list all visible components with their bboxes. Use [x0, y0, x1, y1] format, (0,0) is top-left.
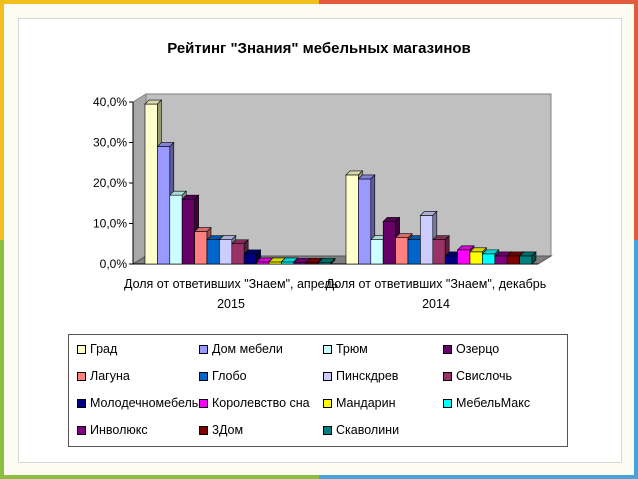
legend-label: Трюм	[336, 342, 368, 356]
legend-item: Дом мебели	[199, 342, 283, 356]
legend-label: Молодечномебель	[90, 396, 199, 410]
legend-item: Мандарин	[323, 396, 396, 410]
legend-item: Пинскдрев	[323, 369, 398, 383]
frame-right-top	[634, 0, 638, 240]
x-tick-label: Доля от ответивших "Знаем", апрель	[124, 277, 338, 291]
bar	[382, 221, 396, 265]
bar	[395, 237, 409, 265]
frame-left-top	[0, 0, 4, 240]
legend-item: Инволюкс	[77, 423, 148, 437]
legend-item: Глобо	[199, 369, 247, 383]
legend-label: Свислочь	[456, 369, 513, 383]
bar	[420, 215, 434, 265]
y-tick-label: 0,0%	[100, 257, 128, 271]
legend-swatch	[443, 398, 452, 408]
legend-swatch	[199, 371, 208, 381]
legend-item: Скаволини	[323, 423, 399, 437]
bar	[219, 239, 233, 265]
legend-label: Мандарин	[336, 396, 396, 410]
frame-top-right	[319, 0, 638, 4]
bar	[256, 261, 270, 265]
legend-label: Скаволини	[336, 423, 400, 437]
bar	[519, 255, 533, 265]
frame-bottom-left	[0, 475, 319, 479]
bar	[457, 249, 471, 265]
legend-label: Град	[90, 342, 118, 356]
bar	[281, 261, 295, 265]
bar	[370, 239, 384, 265]
legend-swatch	[77, 398, 86, 408]
frame-bottom-right	[319, 475, 638, 479]
x-tick-label: 2014	[422, 297, 450, 311]
chart-side-wall	[132, 93, 147, 265]
bar	[144, 103, 158, 265]
legend-swatch	[199, 344, 208, 354]
bar	[432, 239, 446, 265]
y-tick-label: 10,0%	[93, 217, 127, 231]
bar	[506, 255, 520, 265]
frame-right-bottom	[634, 240, 638, 479]
bar	[181, 198, 195, 265]
legend-item: Молодечномебель	[77, 396, 198, 410]
frame-left-bottom	[0, 240, 4, 479]
legend-swatch	[77, 425, 86, 435]
legend-item: Трюм	[323, 342, 368, 356]
legend-item: Лагуна	[77, 369, 130, 383]
legend-label: Озерцо	[456, 342, 500, 356]
legend-swatch	[77, 371, 86, 381]
bar	[407, 239, 421, 265]
chart-title: Рейтинг "Знания" мебельных магазинов	[167, 40, 471, 57]
legend-label: 3Дом	[212, 423, 244, 437]
bar	[482, 253, 496, 265]
legend-swatch	[199, 398, 208, 408]
bar	[243, 253, 257, 265]
bar	[231, 243, 245, 265]
bar-side	[531, 251, 537, 265]
legend-item: Озерцо	[443, 342, 499, 356]
legend-label: Инволюкс	[90, 423, 148, 437]
legend-label: Дом мебели	[212, 342, 283, 356]
bar	[494, 255, 508, 265]
y-tick-label: 20,0%	[93, 176, 127, 190]
legend-swatch	[323, 344, 332, 354]
bar	[169, 194, 183, 265]
y-tick-label: 40,0%	[93, 95, 127, 109]
bar	[268, 261, 282, 265]
legend-item: Королевство сна	[199, 396, 310, 410]
legend-label: МебельМакс	[456, 396, 531, 410]
bar	[469, 251, 483, 265]
bar	[157, 146, 171, 265]
bar	[345, 174, 359, 265]
legend-label: Лагуна	[90, 369, 130, 383]
legend-label: Королевство сна	[212, 396, 310, 410]
legend-swatch	[323, 371, 332, 381]
legend-item: 3Дом	[199, 423, 243, 437]
bar-side	[330, 257, 336, 265]
legend-swatch	[77, 344, 86, 354]
x-tick-label: Доля от ответивших "Знаем", декабрь	[326, 277, 547, 291]
legend-label: Пинскдрев	[336, 369, 399, 383]
legend-swatch	[443, 371, 452, 381]
bar	[444, 255, 458, 265]
frame-top-left	[0, 0, 319, 4]
legend-swatch	[323, 398, 332, 408]
legend-label: Глобо	[212, 369, 247, 383]
bar	[358, 178, 372, 265]
bar	[206, 239, 220, 265]
legend-swatch	[323, 425, 332, 435]
bar	[194, 231, 208, 265]
legend-item: Град	[77, 342, 117, 356]
y-tick-label: 30,0%	[93, 136, 127, 150]
legend-item: МебельМакс	[443, 396, 530, 410]
legend-swatch	[199, 425, 208, 435]
legend-swatch	[443, 344, 452, 354]
x-tick-label: 2015	[217, 297, 245, 311]
chart-legend: Град Дом мебели Трюм Озерцо Лагуна Глобо Пинск…	[68, 334, 568, 447]
legend-item: Свислочь	[443, 369, 512, 383]
